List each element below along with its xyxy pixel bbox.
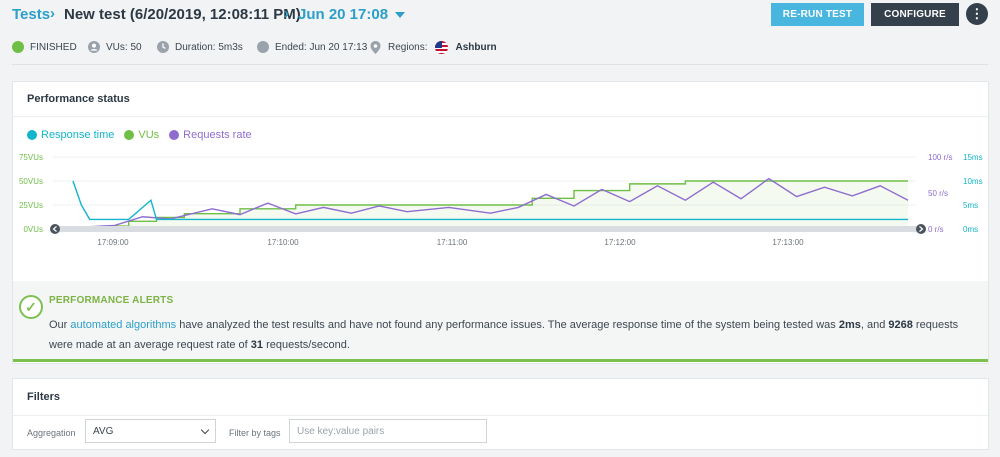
request-rate-value: 31: [250, 339, 264, 351]
caret-down-icon: [395, 12, 406, 19]
status-finished: FINISHED: [12, 39, 77, 55]
duration-label: Duration: 5m3s: [175, 41, 243, 53]
aggregation-select[interactable]: AVG: [85, 419, 216, 443]
ended-icon: [257, 41, 269, 53]
filter-tags-input[interactable]: [289, 419, 487, 443]
y-left-tick-label: 75VUs: [19, 153, 43, 162]
chevron-down-icon: [200, 425, 210, 435]
alert-text: requests/second.: [263, 339, 350, 351]
run-selector-label: Jun 20 17:08: [298, 6, 389, 23]
aggregation-value: AVG: [93, 426, 114, 437]
breadcrumb-separator: ›: [50, 5, 55, 22]
card-divider: [13, 116, 988, 117]
y-right-time-tick-label: 5ms: [963, 201, 978, 210]
y-left-tick-label: 50VUs: [19, 177, 43, 186]
scroll-left-icon[interactable]: [50, 224, 60, 234]
y-right-time-tick-label: 0ms: [963, 225, 978, 234]
legend-label: Response time: [41, 129, 115, 141]
status-dot-icon: [12, 41, 24, 53]
avg-response-value: 2ms: [838, 319, 861, 331]
run-selector[interactable]: Jun 20 17:08: [298, 6, 406, 23]
status-vus: VUs: 50: [88, 39, 142, 55]
user-icon: [88, 41, 100, 53]
test-status-bar: FINISHED VUs: 50 Duration: 5m3s Ended: J…: [12, 39, 992, 55]
aggregation-label: Aggregation: [27, 428, 76, 438]
rerun-test-button[interactable]: RE-RUN TEST: [771, 3, 864, 26]
alert-message: Our automated algorithms have analyzed t…: [49, 315, 977, 355]
vus-label: VUs: 50: [106, 41, 142, 53]
vus-series-line: [73, 180, 908, 230]
alert-text: Our: [49, 319, 71, 331]
legend-label: VUs: [138, 129, 160, 141]
legend-label: Requests rate: [183, 129, 252, 141]
x-tick-label: 17:11:00: [437, 238, 468, 247]
card-divider: [13, 415, 988, 416]
regions-label: Regions:: [388, 41, 428, 53]
region-name: Ashburn: [455, 41, 497, 53]
filters-title: Filters: [27, 391, 61, 403]
more-options-icon[interactable]: ⋮: [966, 3, 988, 25]
x-tick-label: 17:12:00: [604, 238, 636, 247]
legend-response-time[interactable]: Response time: [27, 129, 114, 141]
performance-alert: ✓ PERFORMANCE ALERTS Our automated algor…: [13, 281, 988, 362]
x-tick-label: 17:09:00: [97, 238, 129, 247]
chart-legend: Response time VUs Requests rate: [27, 129, 252, 141]
legend-requests-rate[interactable]: Requests rate: [169, 129, 252, 141]
legend-dot-icon: [169, 130, 180, 140]
breadcrumb-separator: ›: [284, 5, 289, 22]
configure-button[interactable]: CONFIGURE: [871, 3, 959, 26]
header-divider: [12, 64, 988, 65]
y-right-time-tick-label: 15ms: [963, 153, 983, 162]
performance-status-card: Performance status Response time VUs Req…: [12, 81, 989, 364]
performance-chart[interactable]: 0VUs 25VUs 50VUs 75VUs 0 r/s 50 r/s 100 r/s 0ms…: [13, 147, 988, 257]
chevron-left-icon: [52, 226, 57, 232]
legend-vus[interactable]: VUs: [124, 129, 159, 141]
chevron-right-icon: [919, 226, 924, 232]
status-duration: Duration: 5m3s: [157, 39, 243, 55]
ended-label: Ended: Jun 20 17:13: [275, 41, 368, 53]
filter-tags-label: Filter by tags: [229, 428, 281, 438]
breadcrumb-tests[interactable]: Tests: [12, 6, 51, 23]
x-tick-label: 17:13:00: [772, 238, 804, 247]
check-icon: ✓: [19, 295, 43, 319]
clock-icon: [157, 41, 169, 53]
performance-status-title: Performance status: [27, 93, 130, 105]
y-right-rate-tick-label: 50 r/s: [928, 189, 948, 198]
alert-text: , and: [860, 319, 889, 331]
status-label: FINISHED: [30, 41, 77, 53]
alert-text: have analyzed the test results and have …: [176, 319, 839, 331]
legend-dot-icon: [27, 130, 37, 140]
status-regions: Regions: Ashburn: [370, 39, 497, 55]
alert-title: PERFORMANCE ALERTS: [49, 295, 174, 306]
y-right-rate-tick-label: 100 r/s: [928, 153, 952, 162]
y-left-tick-label: 0VUs: [23, 225, 43, 234]
page-title: New test (6/20/2019, 12:08:11 PM): [64, 6, 301, 23]
response-time-series-line: [72, 180, 908, 221]
status-ended: Ended: Jun 20 17:13: [257, 39, 367, 55]
x-tick-label: 17:10:00: [267, 238, 299, 247]
scroll-right-icon[interactable]: [916, 224, 926, 234]
alert-text: requests were made at an average request…: [49, 319, 959, 351]
y-right-time-tick-label: 10ms: [963, 177, 983, 186]
map-pin-icon: [370, 40, 381, 54]
y-right-rate-tick-label: 0 r/s: [928, 225, 944, 234]
header: Tests › New test (6/20/2019, 12:08:11 PM…: [0, 0, 1000, 32]
requests-count-value: 9268: [888, 319, 913, 331]
automated-algorithms-link[interactable]: automated algorithms: [70, 319, 177, 331]
filters-card: Filters Aggregation AVG Filter by tags: [12, 378, 989, 450]
legend-dot-icon: [124, 130, 135, 140]
us-flag-icon: [435, 40, 449, 54]
requests-rate-series-line: [72, 177, 909, 229]
y-left-tick-label: 25VUs: [19, 201, 43, 210]
chart-scrollbar: [55, 226, 921, 232]
